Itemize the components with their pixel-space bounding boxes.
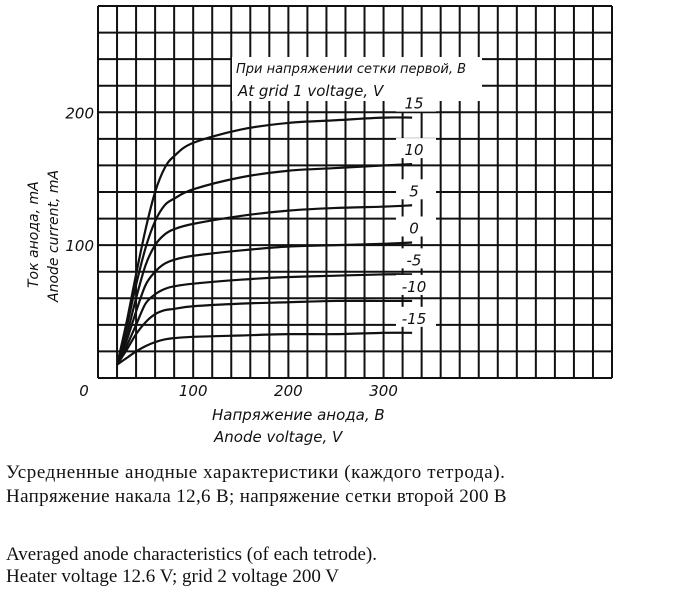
x-tick-label: 300	[369, 382, 398, 400]
series-label-bg	[396, 274, 436, 295]
series-label: -15	[402, 310, 427, 328]
y-tick-label: 200	[65, 104, 94, 122]
series-label: 5	[409, 182, 419, 200]
legend-box	[232, 57, 482, 101]
y-tick-bg	[58, 235, 96, 256]
legend-title-en: At grid 1 voltage, V	[237, 82, 385, 100]
series-label: -5	[407, 251, 422, 269]
caption-ru-line-2: Напряжение накала 12,6 В; напряжение сет…	[6, 486, 507, 507]
series-label-bg	[396, 179, 436, 200]
x-tick-label: 200	[274, 382, 303, 400]
caption-en-line-2: Heater voltage 12.6 V; grid 2 voltage 20…	[6, 566, 339, 587]
caption-en-line-1: Averaged anode characteristics (of each …	[6, 544, 377, 565]
y-tick-label: 100	[65, 237, 94, 255]
legend-title-ru: При напряжении сетки первой, В	[236, 62, 466, 77]
curves: 15 10 5 0 -5 -10 -15	[115, 91, 436, 366]
y-axis-label-ru: Ток анода, mA	[26, 181, 42, 288]
series-label: 0	[409, 219, 419, 237]
caption-ru-line-1: Усредненные анодные характеристики (кажд…	[6, 462, 506, 483]
series-label-bg	[396, 248, 436, 269]
series-label: 10	[404, 141, 423, 159]
x-axis-title-block: Напряжение анода, В Anode voltage, V	[212, 406, 385, 446]
series-label-bg	[396, 216, 436, 237]
anode-characteristics-chart: 15 10 5 0 -5 -10 -15 0 100 200 300 100 200 При напр…	[26, 5, 613, 400]
series-curve	[115, 163, 413, 365]
series-curve	[115, 116, 413, 365]
x-axis-label-en: Anode voltage, V	[213, 428, 344, 446]
series-label: -10	[402, 278, 427, 296]
x-axis-label-ru-line: Напряжение анода, В	[212, 406, 385, 424]
y-tick-bg	[58, 102, 96, 123]
x-tick-label: 100	[179, 382, 208, 400]
series-curve	[116, 241, 413, 366]
series-curve	[116, 331, 413, 366]
series-curve	[116, 273, 413, 366]
series-label-bg	[396, 306, 436, 327]
y-axis-label-en: Anode current, mA	[46, 170, 62, 303]
series-curve	[115, 204, 413, 366]
series-label-bg	[396, 91, 436, 112]
labels: 0 100 200 300 100 200	[58, 102, 398, 400]
series-curve	[116, 299, 413, 366]
x-tick-label: 0	[79, 382, 89, 400]
grid	[97, 5, 613, 379]
series-label: 15	[404, 95, 423, 113]
series-label-bg	[396, 138, 436, 159]
